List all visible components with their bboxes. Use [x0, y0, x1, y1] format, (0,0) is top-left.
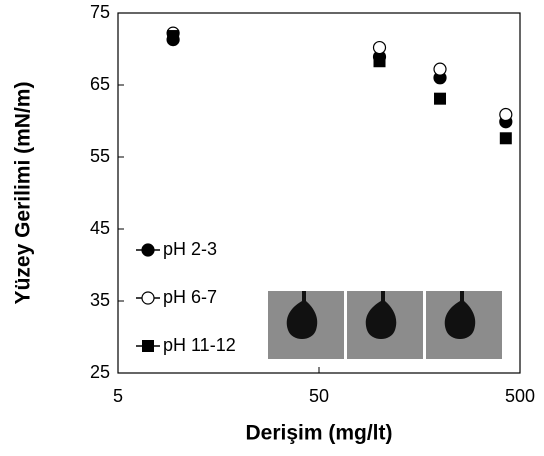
y-tick-label: 65 [90, 74, 110, 94]
droplet [444, 291, 476, 339]
marker [499, 107, 513, 122]
droplet-images [268, 291, 502, 359]
marker [433, 62, 447, 76]
y-tick-label: 45 [90, 218, 110, 238]
legend-label: pH 6-7 [163, 287, 217, 307]
y-axis-title: Yüzey Gerilimi (mN/m) [12, 82, 35, 305]
legend-label: pH 11-12 [163, 335, 236, 355]
legend-marker [141, 291, 155, 305]
x-tick-label: 5 [113, 386, 123, 406]
x-axis-title: Derişim (mg/lt) [245, 422, 392, 445]
marker [167, 30, 180, 43]
droplet [365, 291, 397, 339]
marker [372, 40, 387, 55]
marker [434, 92, 447, 105]
y-tick-label: 25 [90, 362, 110, 382]
legend-marker [142, 340, 154, 352]
legend-marker [141, 243, 155, 257]
x-tick-label: 50 [309, 386, 329, 406]
y-tick-label: 55 [90, 146, 110, 166]
y-tick-label: 35 [90, 290, 110, 310]
droplet [286, 291, 318, 339]
marker [373, 55, 386, 68]
marker [499, 132, 512, 145]
x-tick-label: 500 [505, 386, 535, 406]
y-tick-label: 75 [90, 2, 110, 22]
legend-label: pH 2-3 [163, 239, 217, 259]
